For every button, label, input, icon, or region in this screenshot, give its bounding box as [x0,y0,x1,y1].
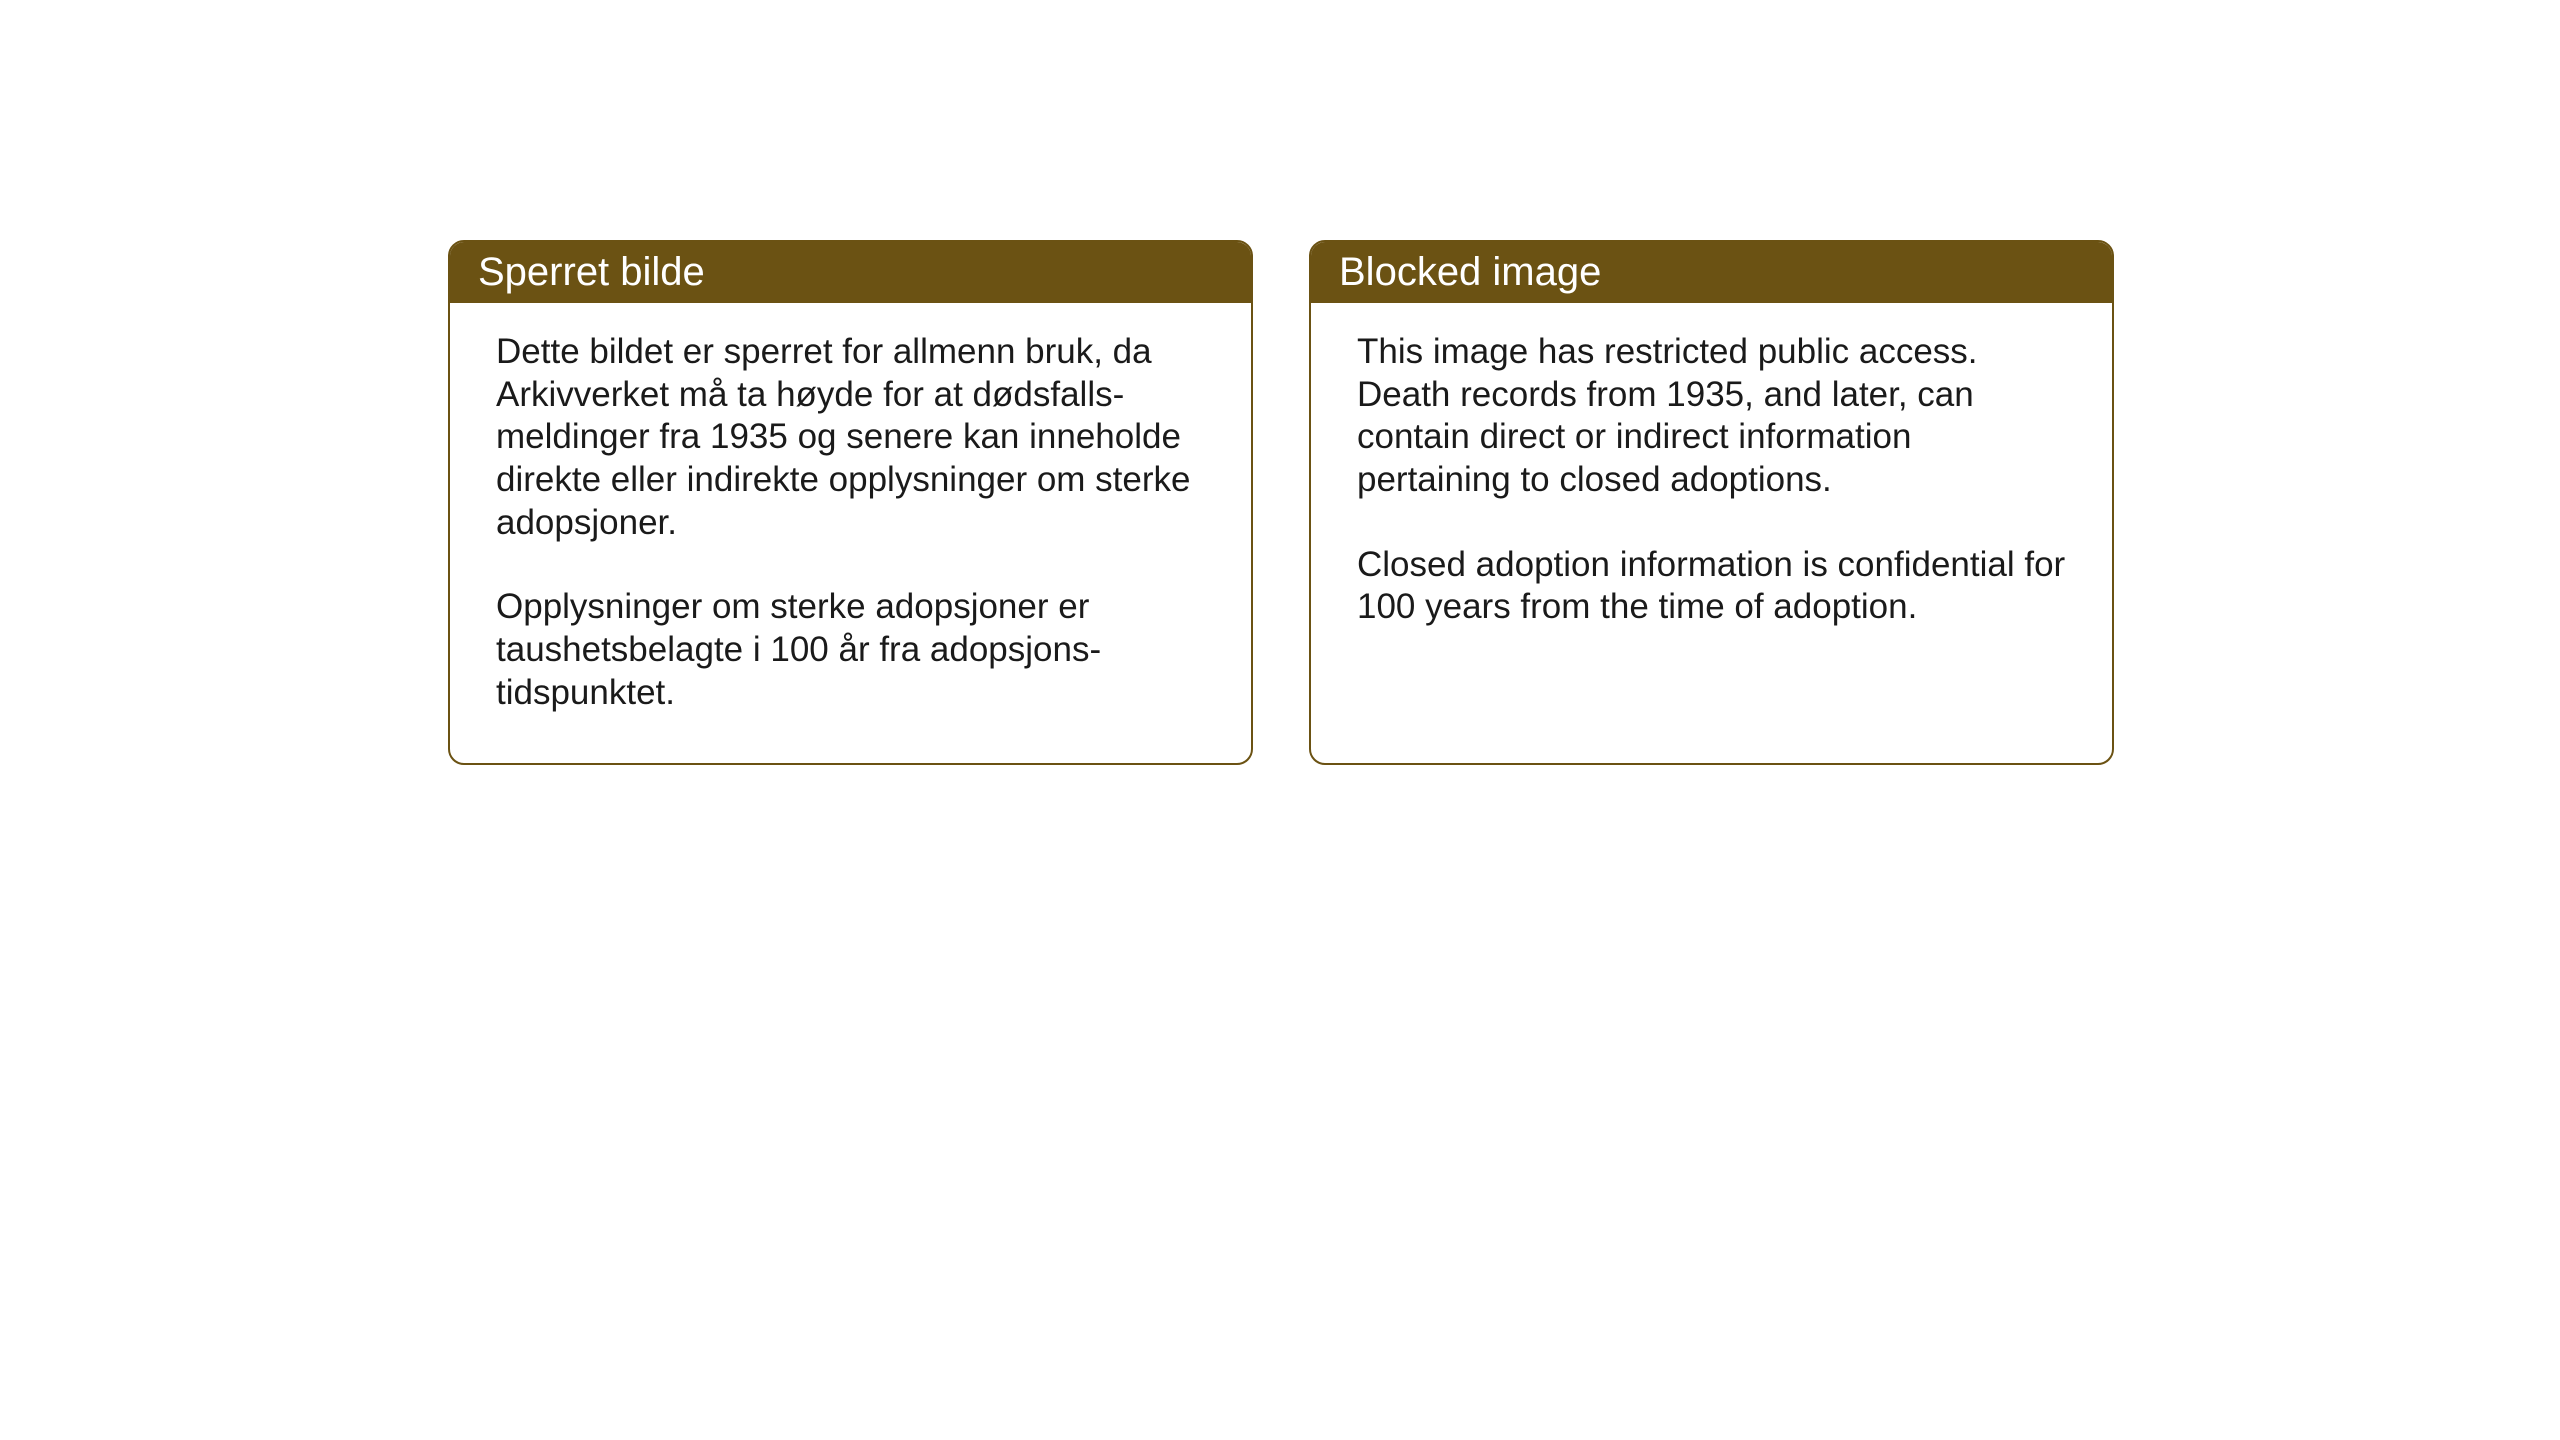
english-paragraph-1: This image has restricted public access.… [1357,331,2066,502]
english-card-title: Blocked image [1311,242,2112,303]
norwegian-card-body: Dette bildet er sperret for allmenn bruk… [450,303,1251,763]
english-card-body: This image has restricted public access.… [1311,303,2112,677]
notice-container: Sperret bilde Dette bildet er sperret fo… [448,240,2114,765]
norwegian-paragraph-2: Opplysninger om sterke adopsjoner er tau… [496,586,1205,714]
norwegian-paragraph-1: Dette bildet er sperret for allmenn bruk… [496,331,1205,544]
english-notice-card: Blocked image This image has restricted … [1309,240,2114,765]
norwegian-notice-card: Sperret bilde Dette bildet er sperret fo… [448,240,1253,765]
english-paragraph-2: Closed adoption information is confident… [1357,544,2066,629]
norwegian-card-title: Sperret bilde [450,242,1251,303]
